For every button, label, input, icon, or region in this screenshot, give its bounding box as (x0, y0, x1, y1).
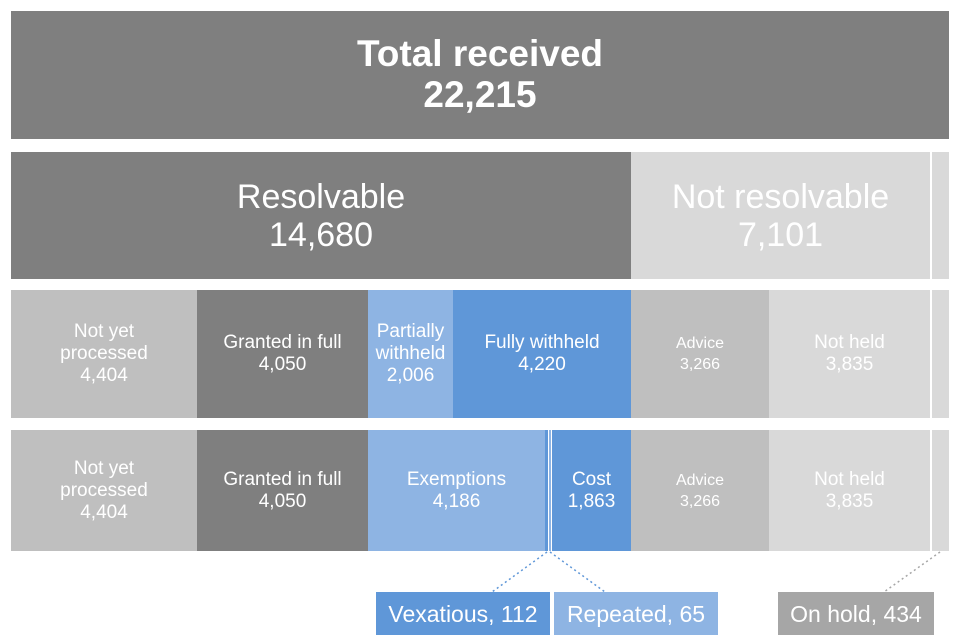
row4-not-yet-processed: Not yet processed 4,404 (11, 430, 197, 551)
repeated-callout-text: Repeated, 65 (566, 600, 706, 627)
row3-partially-withheld-value: 2,006 (386, 365, 435, 386)
repeated-leader-line (549, 551, 606, 593)
row3-granted-in-full-value: 4,050 (258, 354, 307, 375)
row4-not-held-label: Not held (814, 468, 885, 490)
row4-exemptions: Exemptions 4,186 (368, 430, 545, 551)
not-resolvable-label: Not resolvable (671, 177, 890, 216)
resolvable-label: Resolvable (236, 177, 406, 216)
row3-fully-withheld-label: Fully withheld (484, 332, 600, 353)
row4-not-held: Not held 3,835 (769, 430, 930, 551)
row4-not-yet-processed-label: Not yet processed (60, 457, 148, 501)
row3-not-held: Not held 3,835 (769, 290, 930, 418)
row4-cost: Cost 1,863 (552, 430, 631, 551)
row3-not-held-label: Not held (814, 332, 885, 353)
vexatious-callout-text: Vexatious, 112 (388, 600, 538, 627)
row4-cost-label: Cost (571, 468, 612, 490)
total-received-value: 22,215 (423, 74, 537, 115)
row4-granted-in-full-label: Granted in full (223, 468, 342, 490)
on-hold-callout: On hold, 434 (778, 592, 934, 635)
repeated-callout: Repeated, 65 (554, 592, 718, 635)
not-resolvable-block: Not resolvable 7,101 (631, 152, 930, 279)
row4-exemptions-label: Exemptions (406, 468, 507, 490)
row3-advice: Advice 3,266 (631, 290, 769, 418)
row3-fully-withheld: Fully withheld 4,220 (453, 290, 631, 418)
row4-exemptions-value: 4,186 (432, 490, 481, 512)
on-hold-leader-line (883, 551, 941, 593)
vexatious-leader-line (491, 551, 548, 593)
row4-granted-in-full: Granted in full 4,050 (197, 430, 368, 551)
not-resolvable-value: 7,101 (737, 215, 824, 254)
row4-advice-value: 3,266 (679, 492, 721, 510)
resolvable-value: 14,680 (269, 215, 373, 254)
row4-not-held-value: 3,835 (825, 490, 874, 512)
total-received-label: Total received (356, 33, 604, 74)
row3-partially-withheld: Partially withheld 2,006 (368, 290, 453, 418)
on-hold-sliver-row3 (932, 290, 949, 418)
row3-fully-withheld-value: 4,220 (518, 354, 566, 375)
on-hold-sliver-row2 (932, 152, 949, 279)
row3-not-yet-processed: Not yet processed 4,404 (11, 290, 197, 418)
row4-advice: Advice 3,266 (631, 430, 769, 551)
total-received-block: Total received 22,215 (11, 11, 949, 139)
row4-not-yet-processed-value: 4,404 (80, 501, 128, 523)
row3-advice-value: 3,266 (679, 356, 721, 373)
row4-cost-value: 1,863 (567, 490, 616, 512)
row3-not-yet-processed-label: Not yet processed (60, 321, 148, 364)
on-hold-sliver-row4 (932, 430, 949, 551)
row4-repeated-sliver (549, 430, 551, 551)
row3-granted-in-full: Granted in full 4,050 (197, 290, 368, 418)
row4-granted-in-full-value: 4,050 (258, 490, 307, 512)
row3-granted-in-full-label: Granted in full (223, 332, 342, 353)
row4-vexatious-sliver (545, 430, 548, 551)
row3-advice-label: Advice (675, 335, 725, 352)
vexatious-callout: Vexatious, 112 (376, 592, 550, 635)
row3-not-held-value: 3,835 (825, 354, 874, 375)
row3-not-yet-processed-value: 4,404 (80, 365, 128, 386)
row4-advice-label: Advice (675, 471, 725, 489)
on-hold-callout-text: On hold, 434 (790, 600, 922, 627)
row3-partially-withheld-label: Partially withheld (375, 321, 446, 364)
resolvable-block: Resolvable 14,680 (11, 152, 631, 279)
